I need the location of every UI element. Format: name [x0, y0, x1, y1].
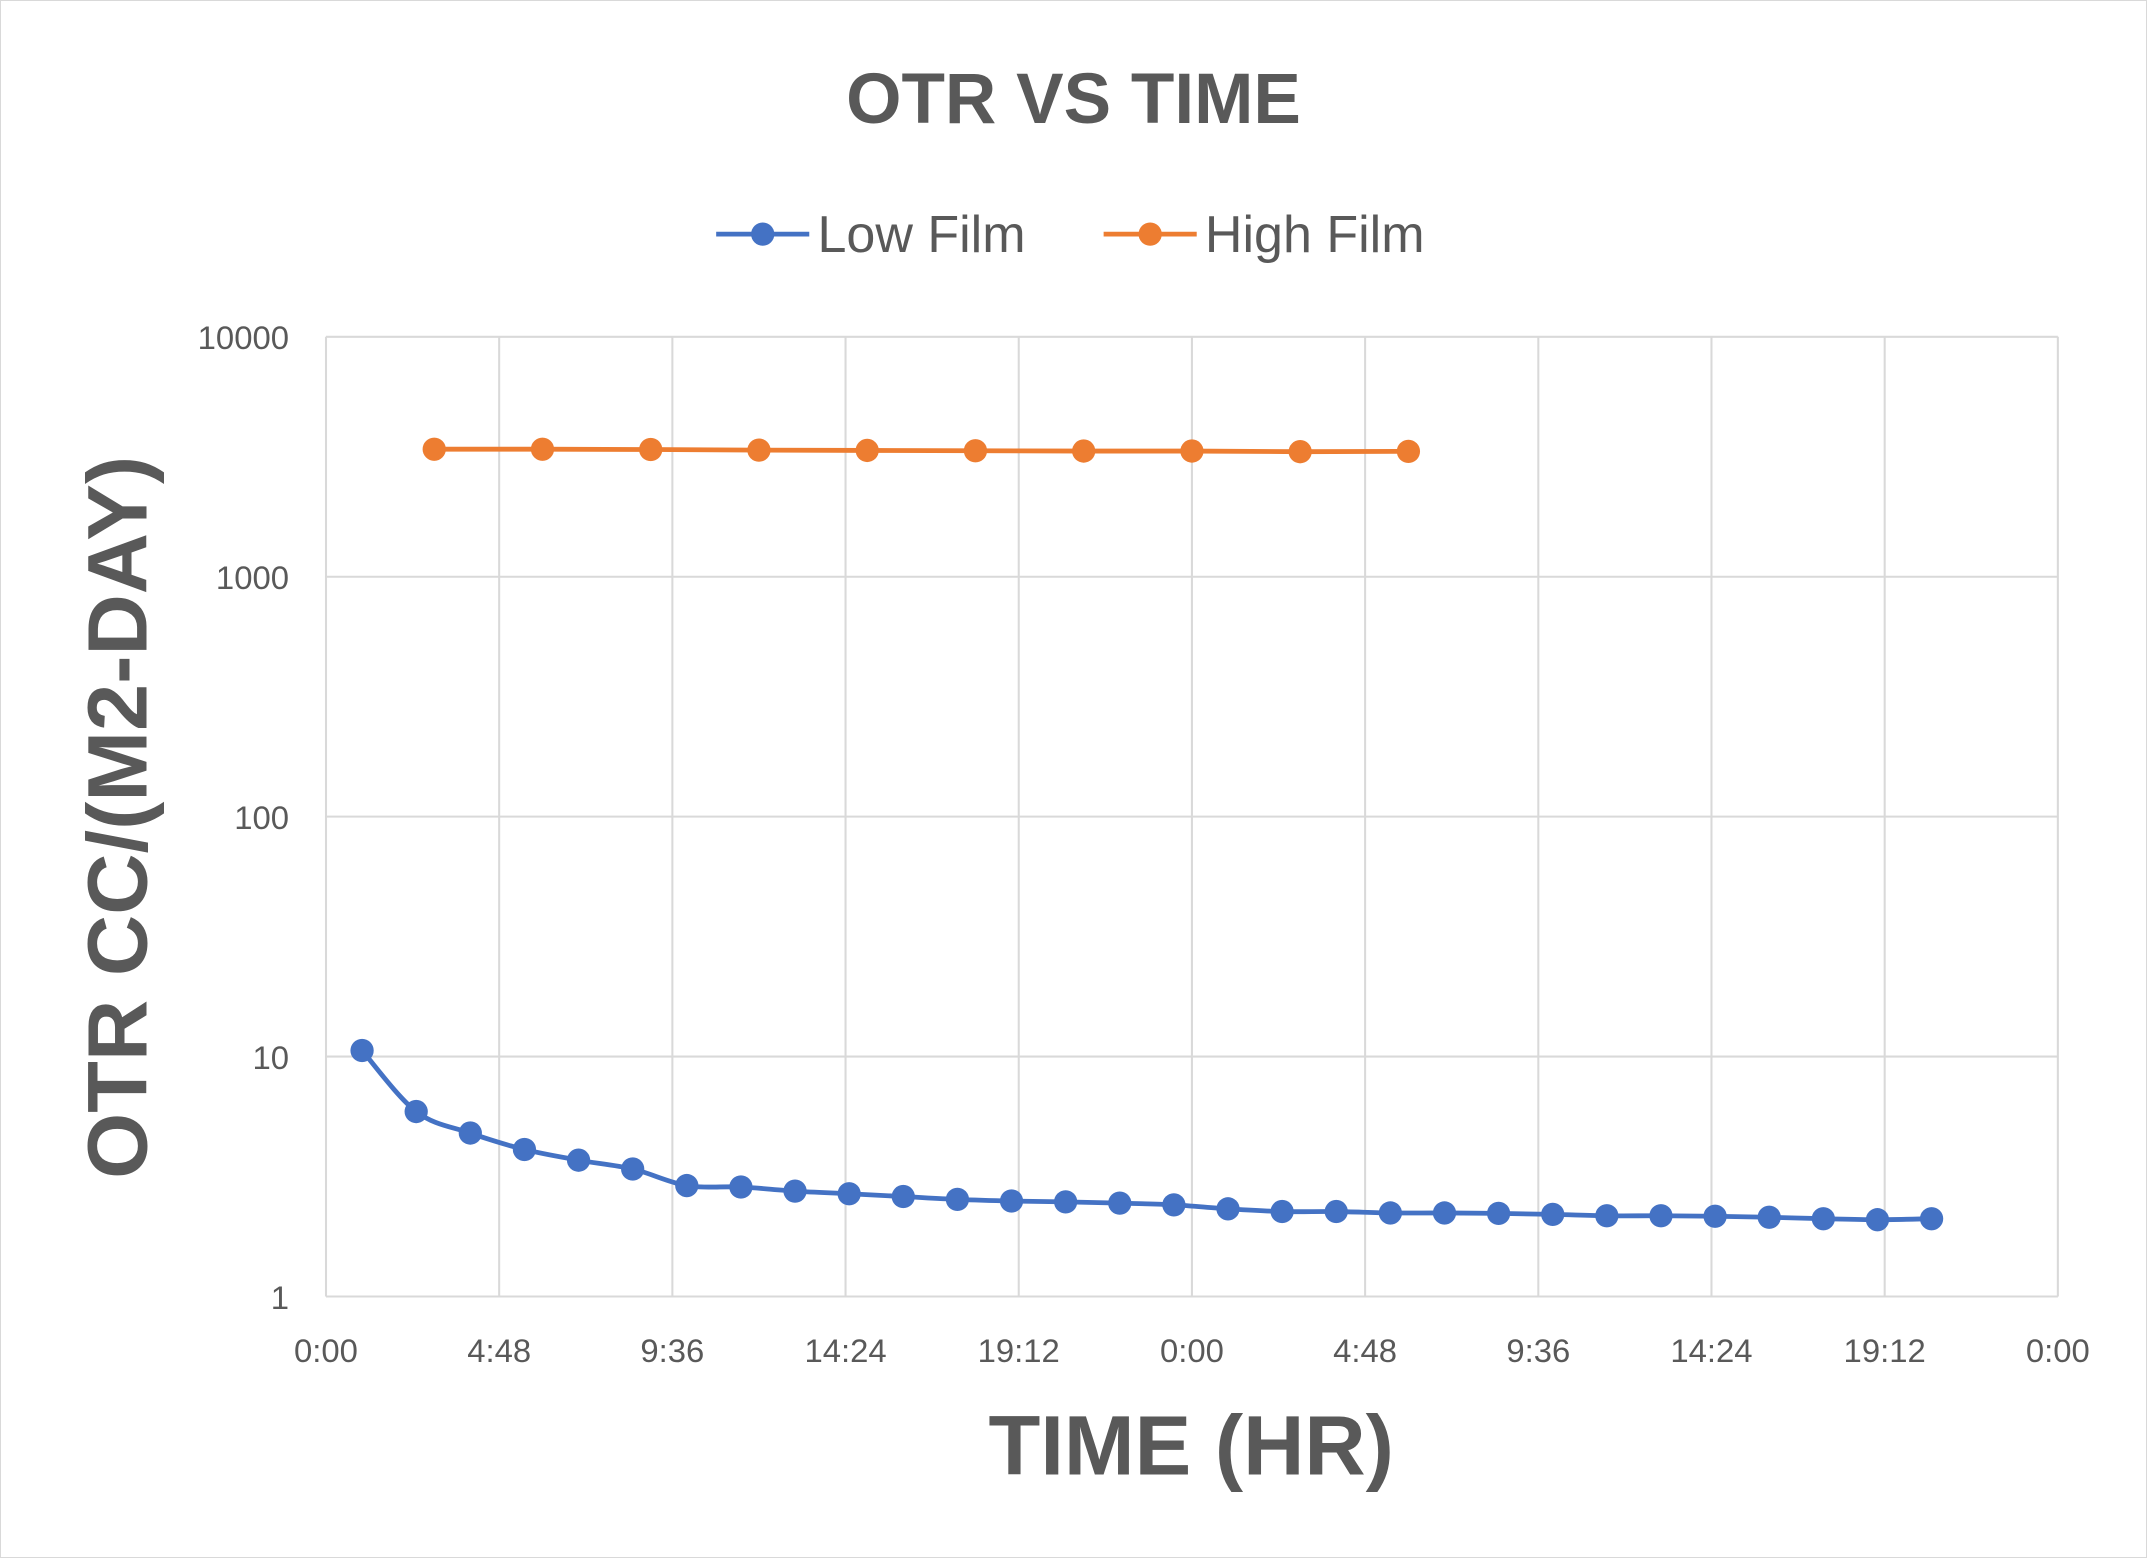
low-film-point: [1541, 1202, 1565, 1226]
low-film-point: [1432, 1201, 1457, 1225]
x-tick-label: 4:48: [467, 1332, 531, 1369]
low-film-point: [945, 1187, 970, 1212]
low-film-point: [1054, 1190, 1078, 1214]
low-film-point: [675, 1173, 699, 1198]
x-tick-label: 0:00: [1160, 1332, 1224, 1369]
low-film-point: [1108, 1191, 1132, 1215]
legend: Low Film High Film: [716, 206, 1425, 264]
low-film-point: [783, 1179, 807, 1203]
low-film-point: [891, 1184, 915, 1209]
low-film-point: [837, 1182, 861, 1206]
legend-high-film-label: High Film: [1205, 206, 1425, 264]
low-film-point: [1595, 1204, 1619, 1228]
y-tick-label: 100: [234, 799, 289, 836]
tick-labels: 0:00 4:48 9:36 14:24 19:12 0:00 4:48 9:36 14:24 1…: [198, 319, 2090, 1369]
high-film-point: [1288, 440, 1312, 464]
high-film-point: [963, 439, 988, 463]
legend-high-film-marker: [1138, 222, 1162, 246]
low-film-point: [512, 1137, 537, 1162]
low-film-line: [360, 1048, 1932, 1223]
low-film-point: [1919, 1207, 1944, 1231]
low-film-point: [729, 1175, 753, 1199]
x-tick-label: 19:12: [978, 1332, 1060, 1369]
low-film-point: [1378, 1201, 1403, 1225]
high-film-point: [530, 437, 555, 461]
chart-title: OTR VS TIME: [846, 60, 1301, 139]
series-layer: [350, 437, 1944, 1232]
low-film-point: [404, 1099, 428, 1124]
high-film-point: [747, 438, 771, 462]
x-tick-label: 0:00: [2026, 1332, 2090, 1369]
legend-low-film-label: Low Film: [817, 206, 1025, 264]
low-film-point: [999, 1189, 1024, 1213]
low-film-point: [566, 1148, 591, 1172]
x-tick-label: 9:36: [1506, 1332, 1570, 1369]
x-tick-label: 19:12: [1844, 1332, 1926, 1369]
x-axis-title: TIME (HR): [989, 1397, 1394, 1492]
y-tick-label: 10000: [198, 319, 289, 356]
low-film-point: [1270, 1199, 1294, 1224]
low-film-point: [1162, 1193, 1186, 1217]
high-film-point: [422, 437, 446, 461]
high-film-point: [1072, 439, 1096, 463]
low-film-point: [458, 1121, 482, 1145]
low-film-point: [1324, 1199, 1348, 1224]
high-film-point: [855, 438, 879, 463]
x-tick-label: 0:00: [294, 1332, 358, 1369]
low-film-point: [1703, 1204, 1727, 1228]
low-film-point: [1865, 1208, 1890, 1232]
high-film-point: [1396, 439, 1421, 464]
x-tick-label: 14:24: [1670, 1332, 1752, 1369]
x-tick-label: 9:36: [640, 1332, 704, 1369]
y-tick-label: 10: [252, 1039, 289, 1076]
low-film-point: [1757, 1205, 1781, 1229]
high-film-point: [639, 437, 663, 462]
high-film-line: [434, 446, 1409, 455]
low-film-point: [621, 1157, 645, 1181]
y-tick-label: 1000: [216, 559, 289, 596]
low-film-point: [350, 1038, 374, 1063]
y-axis-title: OTR CC/(M2-DAY): [70, 456, 165, 1179]
low-film-point: [1216, 1197, 1240, 1221]
legend-low-film-marker: [751, 222, 775, 246]
low-film-point: [1649, 1204, 1673, 1228]
x-tick-label: 14:24: [804, 1332, 886, 1369]
high-film-point: [1180, 439, 1204, 463]
y-tick-label: 1: [271, 1279, 289, 1316]
x-tick-label: 4:48: [1333, 1332, 1397, 1369]
low-film-point: [1811, 1207, 1835, 1231]
low-film-point: [1486, 1201, 1511, 1226]
grid: [324, 335, 2059, 1298]
